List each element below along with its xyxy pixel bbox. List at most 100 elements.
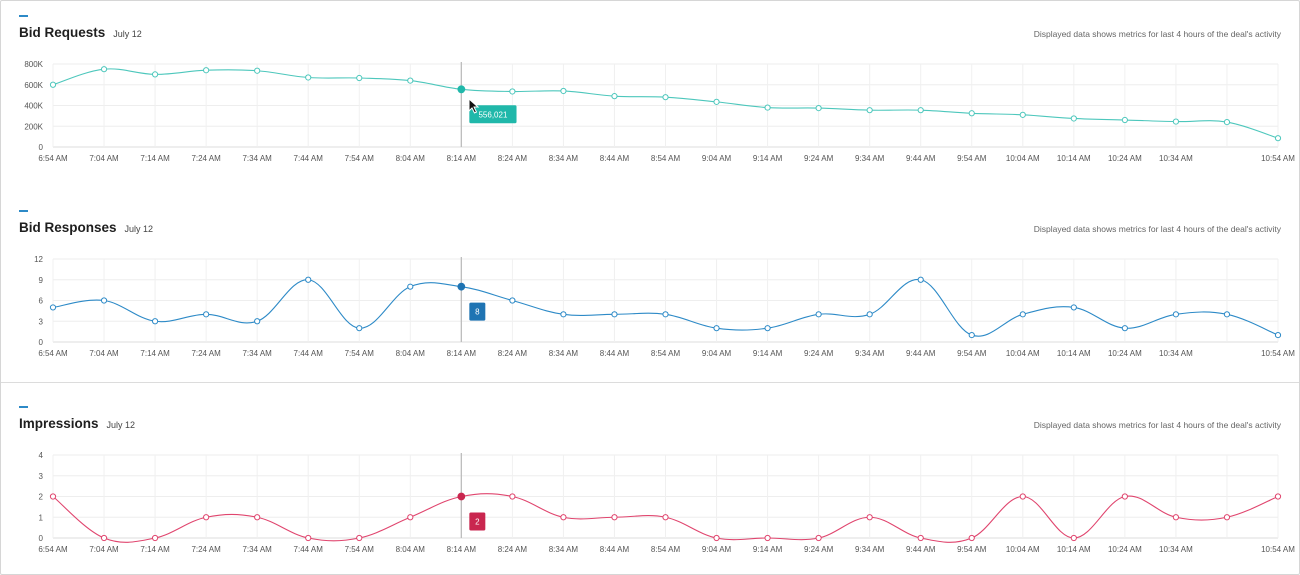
- data-point: [713, 98, 720, 105]
- panel-title: Bid Responses July 12: [19, 220, 154, 235]
- x-tick-label: 7:54 AM: [345, 545, 375, 554]
- x-tick-label: 8:44 AM: [600, 349, 630, 358]
- x-tick-label: 9:54 AM: [957, 349, 987, 358]
- x-tick-label: 9:24 AM: [804, 154, 834, 163]
- x-tick-label: 7:14 AM: [140, 349, 170, 358]
- bid-requests-panel: Bid Requests July 12 Displayed data shows…: [1, 1, 1299, 192]
- data-point: [151, 318, 159, 325]
- data-point: [509, 297, 516, 304]
- x-tick-label: 6:54 AM: [38, 154, 68, 163]
- data-point: [151, 534, 159, 542]
- data-point: [560, 87, 567, 95]
- x-tick-label: 7:34 AM: [242, 349, 272, 358]
- highlighted-point: [457, 85, 466, 94]
- data-point: [305, 74, 312, 81]
- tooltip-box: [469, 512, 486, 531]
- x-tick-label: 7:34 AM: [242, 154, 272, 163]
- y-tick-label: 2: [39, 493, 44, 502]
- x-tick-label: 8:54 AM: [651, 349, 681, 358]
- data-point: [1070, 115, 1077, 122]
- x-tick-label: 7:24 AM: [191, 545, 221, 554]
- x-tick-label: 8:14 AM: [447, 154, 477, 163]
- x-tick-label: 7:44 AM: [294, 154, 324, 163]
- data-point: [1121, 325, 1128, 332]
- data-point: [917, 276, 924, 283]
- x-tick-label: 10:04 AM: [1006, 154, 1040, 163]
- x-tick-label: 8:14 AM: [447, 349, 477, 358]
- data-point: [764, 104, 771, 111]
- x-tick-label: 9:04 AM: [702, 545, 732, 554]
- x-tick-label: 10:24 AM: [1108, 545, 1142, 554]
- x-tick-label: 10:54 AM: [1261, 349, 1295, 358]
- y-tick-label: 0: [39, 143, 44, 152]
- x-tick-label: 8:24 AM: [498, 154, 528, 163]
- x-tick-label: 7:14 AM: [140, 545, 170, 554]
- data-point: [254, 67, 261, 74]
- data-point: [866, 514, 873, 521]
- x-tick-label: 9:44 AM: [906, 545, 936, 554]
- x-tick-label: 8:14 AM: [447, 545, 477, 554]
- x-tick-label: 9:04 AM: [702, 349, 732, 358]
- panel-accent: [19, 15, 28, 17]
- x-tick-label: 8:54 AM: [651, 545, 681, 554]
- data-point: [1172, 311, 1180, 318]
- data-point: [49, 493, 57, 500]
- x-tick-label: 9:24 AM: [804, 545, 834, 554]
- data-point: [49, 304, 57, 311]
- data-point: [100, 534, 108, 542]
- data-point: [305, 276, 312, 283]
- y-tick-label: 0: [39, 338, 44, 347]
- data-point: [815, 534, 822, 542]
- y-tick-label: 12: [34, 255, 43, 264]
- data-point: [764, 534, 771, 542]
- data-point: [560, 311, 567, 318]
- x-tick-label: 10:04 AM: [1006, 545, 1040, 554]
- y-tick-label: 6: [39, 297, 44, 306]
- data-point: [1172, 514, 1180, 521]
- tooltip-box: [469, 302, 486, 321]
- x-tick-label: 10:34 AM: [1159, 154, 1193, 163]
- x-tick-label: 10:14 AM: [1057, 545, 1091, 554]
- data-point: [254, 514, 261, 521]
- bid-responses-chart[interactable]: 0 3 6 9 12 6:54 AM 7:04 AM 7:14 AM 7:24 AM 7:34 A…: [1, 251, 1299, 371]
- data-point: [305, 534, 312, 542]
- x-tick-label: 9:44 AM: [906, 154, 936, 163]
- data-point: [815, 311, 822, 318]
- x-tick-label: 7:04 AM: [89, 349, 119, 358]
- y-tick-label: 4: [39, 451, 44, 460]
- x-tick-label: 7:34 AM: [242, 545, 272, 554]
- data-point: [560, 514, 567, 521]
- data-point: [1121, 116, 1128, 124]
- x-tick-label: 8:54 AM: [651, 154, 681, 163]
- y-tick-label: 0: [39, 534, 44, 543]
- x-tick-label: 10:34 AM: [1159, 545, 1193, 554]
- y-tick-label: 400K: [24, 102, 43, 111]
- data-point: [407, 283, 414, 290]
- x-tick-label: 6:54 AM: [38, 545, 68, 554]
- x-tick-label: 10:54 AM: [1261, 154, 1295, 163]
- y-tick-label: 600K: [24, 81, 43, 90]
- y-tick-label: 800K: [24, 60, 43, 69]
- x-tick-label: 8:34 AM: [549, 154, 579, 163]
- data-point: [662, 311, 669, 318]
- x-tick-label: 8:04 AM: [396, 349, 426, 358]
- x-tick-label: 8:04 AM: [396, 154, 426, 163]
- impressions-chart[interactable]: 0 1 2 3 4 6:54 AM 7:04 AM 7:14 AM 7:24 AM 7:34 AM…: [1, 447, 1299, 567]
- y-tick-label: 9: [39, 276, 44, 285]
- data-point: [407, 77, 414, 84]
- data-point: [662, 514, 669, 521]
- x-tick-label: 8:44 AM: [600, 154, 630, 163]
- x-tick-label: 9:44 AM: [906, 349, 936, 358]
- bid-requests-chart[interactable]: 0 200K 400K 600K 800K 6:54 AM 7:04 AM 7:14 AM 7:…: [1, 56, 1299, 176]
- data-point: [100, 297, 108, 304]
- data-point: [356, 74, 363, 82]
- data-point: [917, 107, 924, 114]
- x-tick-label: 8:34 AM: [549, 545, 579, 554]
- x-tick-label: 9:34 AM: [855, 545, 885, 554]
- data-point: [1019, 111, 1026, 118]
- x-tick-label: 9:14 AM: [753, 545, 783, 554]
- panel-note: Displayed data shows metrics for last 4 …: [1033, 224, 1281, 234]
- x-tick-label: 8:04 AM: [396, 545, 426, 554]
- data-point: [713, 534, 720, 542]
- data-point: [203, 311, 210, 318]
